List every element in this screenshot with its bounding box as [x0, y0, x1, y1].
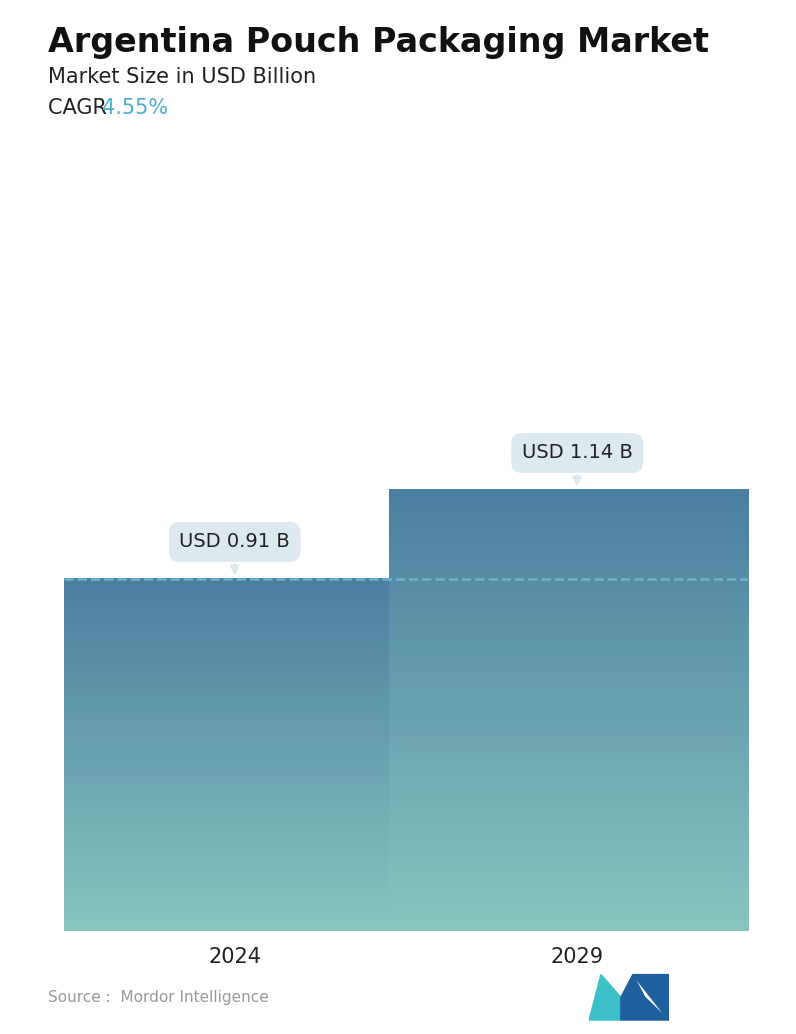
Text: Market Size in USD Billion: Market Size in USD Billion — [48, 67, 316, 87]
Text: CAGR: CAGR — [48, 98, 113, 118]
Text: Argentina Pouch Packaging Market: Argentina Pouch Packaging Market — [48, 26, 708, 59]
Polygon shape — [621, 997, 669, 1020]
Polygon shape — [621, 974, 645, 997]
Polygon shape — [589, 974, 621, 1020]
Polygon shape — [589, 997, 621, 1020]
Polygon shape — [633, 974, 669, 1020]
Text: Source :  Mordor Intelligence: Source : Mordor Intelligence — [48, 990, 268, 1005]
Text: USD 1.14 B: USD 1.14 B — [521, 444, 633, 484]
Text: 4.55%: 4.55% — [102, 98, 168, 118]
Polygon shape — [621, 997, 669, 1020]
Text: USD 0.91 B: USD 0.91 B — [179, 533, 291, 573]
